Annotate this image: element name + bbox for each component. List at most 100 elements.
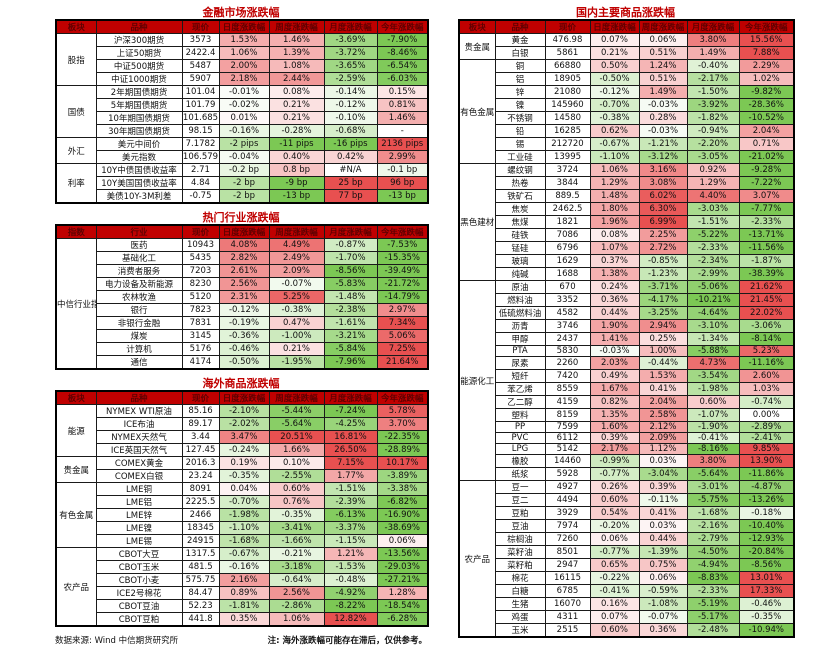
change-cell: -10.21% bbox=[686, 293, 740, 307]
header-row: 板块 品种 现价 日度涨跌幅 周度涨跌幅 月度涨跌幅 今年涨跌幅 bbox=[458, 19, 795, 34]
instrument-cell: 玻璃 bbox=[494, 254, 546, 268]
change-cell: -8.56% bbox=[738, 558, 795, 573]
instrument-cell: 铜 bbox=[494, 59, 546, 73]
table-row: 农产品 CBOT大豆 1317.5 -0.67% -0.21% 1.21% -13.56% bbox=[55, 547, 429, 627]
change-cell: -5.22% bbox=[686, 228, 740, 242]
change-cell: 0.08% bbox=[268, 85, 325, 99]
instrument-cell: 螺纹钢 bbox=[494, 163, 546, 177]
change-cell: -3.41% bbox=[268, 521, 325, 535]
instrument-cell: ICE2号棉花 bbox=[95, 586, 183, 600]
table-row: 计算机 5176 -0.46% 0.21% -5.84% 7.25% bbox=[56, 342, 429, 356]
column-header: 月度涨跌幅 bbox=[686, 19, 740, 34]
instrument-cell: 美元中间价 bbox=[95, 137, 183, 151]
change-cell: -22.35% bbox=[376, 430, 429, 444]
table-row: 热卷 3844 1.29% 3.08% 1.29% -7.22% bbox=[459, 176, 795, 190]
change-cell: 10.17% bbox=[376, 456, 429, 470]
change-cell: 2.09% bbox=[638, 432, 688, 445]
table-row: 能源 NYMEX WTI原油 85.16 -2.10% -5.44% -7.24% 5.78… bbox=[55, 404, 429, 457]
change-cell: 6.99% bbox=[638, 215, 688, 229]
column-header: 今年涨跌幅 bbox=[376, 224, 429, 239]
instrument-cell: 苯乙烯 bbox=[494, 382, 546, 397]
change-cell: 0.19% bbox=[218, 456, 270, 470]
table-row: 工业硅 13995 -1.10% -3.12% -3.05% -21.02% bbox=[459, 150, 795, 164]
table-row: 有色金属铜 66880 0.50% 1.24% -0.40% 2.29% bbox=[458, 59, 795, 164]
change-cell: 0.06% bbox=[376, 534, 429, 548]
change-cell: 2.16% bbox=[218, 573, 270, 587]
instrument-cell: 电力设备及新能源 bbox=[95, 277, 183, 291]
change-cell: -0.50% bbox=[218, 355, 270, 370]
overseas-commodity-table: 海外商品涨跌幅 板块 品种 现价 日度涨跌幅 周度涨跌幅 月度涨跌幅 今年涨跌幅 能源 NYME… bbox=[55, 377, 429, 627]
overseas-commodity-title: 海外商品涨跌幅 bbox=[202, 377, 280, 390]
sector-cell: 能源 bbox=[55, 404, 97, 457]
sector-cell: 能源化工 bbox=[458, 279, 496, 482]
price-cell: 889.5 bbox=[544, 189, 591, 203]
price-cell: 1821 bbox=[544, 215, 591, 229]
change-cell: -11.56% bbox=[738, 241, 795, 255]
change-cell: 25 bp bbox=[323, 176, 378, 190]
instrument-cell: 低硫燃料油 bbox=[494, 306, 546, 320]
change-cell: 2.44% bbox=[268, 72, 325, 86]
change-cell: -3.54% bbox=[686, 369, 740, 384]
change-cell: 0.26% bbox=[589, 480, 640, 495]
instrument-cell: 铅 bbox=[494, 124, 546, 138]
instrument-cell: 沥青 bbox=[494, 319, 546, 333]
table-row: 纯碱 1688 1.38% -1.23% -2.99% -38.39% bbox=[459, 267, 795, 281]
change-cell: -0.03% bbox=[638, 124, 688, 138]
table-row: ICE布油 89.17 -2.02% -5.64% -4.25% 3.70% bbox=[56, 417, 429, 431]
column-header: 日度涨跌幅 bbox=[218, 390, 270, 405]
instrument-cell: 热卷 bbox=[494, 176, 546, 190]
change-cell: -1.10% bbox=[218, 521, 270, 535]
change-cell: 1.46% bbox=[268, 33, 325, 47]
change-cell: -0.04% bbox=[218, 150, 270, 164]
price-cell: 4174 bbox=[181, 355, 220, 370]
price-cell: 2422.4 bbox=[181, 46, 220, 60]
change-cell: -2.55% bbox=[268, 469, 325, 483]
change-cell: 1.39% bbox=[268, 46, 325, 60]
change-cell: 0.06% bbox=[638, 33, 688, 47]
price-cell: 4494 bbox=[544, 493, 591, 508]
change-cell: -0.87% bbox=[323, 238, 378, 252]
change-cell: -0.01% bbox=[218, 85, 270, 99]
change-cell: -0.1 bp bbox=[376, 163, 429, 177]
change-cell: -0.77% bbox=[589, 545, 640, 560]
price-cell: 3844 bbox=[544, 176, 591, 190]
price-cell: -0.75 bbox=[181, 189, 220, 204]
change-cell: -7.53% bbox=[376, 238, 429, 252]
change-cell: -9 bp bbox=[268, 176, 325, 190]
price-cell: 2462.5 bbox=[544, 202, 591, 216]
instrument-cell: 工业硅 bbox=[494, 150, 546, 164]
table-row: 消费者服务 7203 2.61% 2.09% -8.56% -39.49% bbox=[56, 264, 429, 278]
table-row: LME镍 18345 -1.10% -3.41% -3.37% -38.69% bbox=[56, 521, 429, 535]
change-cell: -0.41% bbox=[589, 584, 640, 599]
change-cell: 1.12% bbox=[638, 443, 688, 456]
instrument-cell: 医药 bbox=[95, 238, 183, 252]
change-cell: 4.49% bbox=[268, 238, 325, 252]
instrument-cell: 焦炭 bbox=[494, 202, 546, 216]
change-cell: -2.33% bbox=[686, 584, 740, 599]
table-row: 贵金属 黄金 476.98 0.07% 0.06% 3.80% 15.56% bbox=[458, 33, 795, 60]
price-cell: 8230 bbox=[181, 277, 220, 291]
change-cell: -2.59% bbox=[323, 72, 378, 86]
change-cell: 0.36% bbox=[589, 293, 640, 307]
change-cell: 1.03% bbox=[738, 382, 795, 397]
table-row: 沥青 3746 1.90% 2.94% -3.10% -3.06% bbox=[459, 319, 795, 333]
price-cell: 18345 bbox=[181, 521, 220, 535]
change-cell: 20.51% bbox=[268, 430, 325, 444]
table-row: 燃料油 3352 0.36% -4.17% -10.21% 21.45% bbox=[459, 293, 795, 307]
change-cell: -0.40% bbox=[686, 59, 740, 73]
change-cell: 0.42% bbox=[323, 150, 378, 164]
change-cell: 5.78% bbox=[376, 404, 429, 418]
change-cell: 0.15% bbox=[376, 85, 429, 99]
change-cell: 3.08% bbox=[638, 176, 688, 190]
table-row: 黑色建材 螺纹钢 3724 1.06% 3.16% 0.92% -9.28% bbox=[458, 163, 795, 281]
instrument-cell: 10年期国债期货 bbox=[95, 111, 183, 125]
change-cell: -7.90% bbox=[376, 33, 429, 47]
table-row: 低硫燃料油 4582 0.44% -3.25% -4.64% 22.02% bbox=[459, 306, 795, 320]
change-cell: 1.38% bbox=[589, 267, 640, 281]
change-cell: 4.73% bbox=[686, 356, 740, 371]
change-cell: 3.80% bbox=[686, 454, 740, 469]
sector-cell: 有色金属 bbox=[458, 59, 496, 164]
instrument-cell: 5年期国债期货 bbox=[95, 98, 183, 112]
change-cell: -5.83% bbox=[323, 277, 378, 291]
change-cell: -0.22% bbox=[589, 571, 640, 586]
